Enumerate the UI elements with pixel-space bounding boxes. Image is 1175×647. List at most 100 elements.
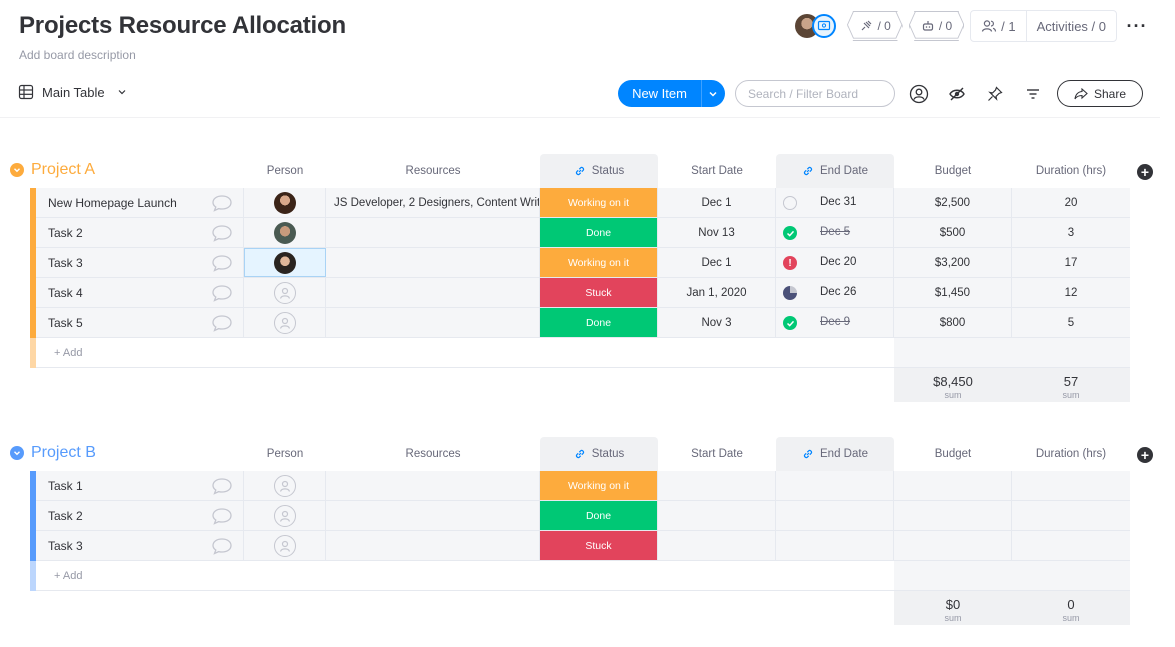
column-header-status[interactable]: Status — [540, 437, 658, 471]
end-date-cell[interactable] — [776, 501, 894, 530]
start-date-cell[interactable]: Dec 1 — [658, 248, 776, 277]
column-header-resources[interactable]: Resources — [405, 165, 461, 177]
duration-cell[interactable] — [1012, 531, 1130, 560]
table-row[interactable]: Task 4 Stuck Jan 1, 2020 Dec 26 $1,450 12 — [30, 278, 1130, 308]
empty-person-icon[interactable] — [273, 534, 296, 557]
avatar[interactable] — [273, 191, 296, 214]
end-date-cell[interactable]: Dec 31 — [776, 188, 894, 217]
start-date-cell[interactable] — [658, 471, 776, 500]
resources-cell[interactable] — [326, 218, 540, 247]
person-cell[interactable] — [244, 471, 326, 500]
start-date-cell[interactable] — [658, 501, 776, 530]
resources-cell[interactable] — [326, 501, 540, 530]
chevron-down-icon[interactable] — [10, 446, 24, 460]
table-row[interactable]: Task 2 Done — [30, 501, 1130, 531]
resources-cell[interactable] — [326, 471, 540, 500]
column-header-budget[interactable]: Budget — [934, 448, 972, 460]
end-date-cell[interactable] — [776, 531, 894, 560]
end-date-cell[interactable]: Dec 26 — [776, 278, 894, 307]
chat-bubble-icon[interactable] — [200, 218, 244, 247]
resources-cell[interactable] — [326, 248, 540, 277]
activities-button[interactable]: Activities / 0 — [1025, 11, 1116, 41]
end-date-cell[interactable]: Dec 9 — [776, 308, 894, 337]
chat-bubble-icon[interactable] — [200, 188, 244, 217]
column-header-status[interactable]: Status — [540, 154, 658, 188]
empty-person-icon[interactable] — [273, 474, 296, 497]
duration-cell[interactable]: 5 — [1067, 316, 1075, 329]
start-date-cell[interactable]: Jan 1, 2020 — [658, 278, 776, 307]
table-row[interactable]: New Homepage Launch JS Developer, 2 Desig… — [30, 188, 1130, 218]
members-button[interactable]: / 1 — [971, 11, 1025, 41]
empty-person-icon[interactable] — [273, 281, 296, 304]
add-item-row[interactable]: + Add — [30, 338, 1130, 368]
start-date-cell[interactable]: Nov 13 — [658, 218, 776, 247]
duration-cell[interactable]: 17 — [1064, 256, 1078, 269]
person-cell[interactable] — [244, 531, 326, 560]
table-row[interactable]: Task 2 Done Nov 13 Dec 5 $500 3 — [30, 218, 1130, 248]
column-header-person[interactable]: Person — [266, 448, 304, 460]
empty-person-icon[interactable] — [273, 311, 296, 334]
add-item-row[interactable]: + Add — [30, 561, 1130, 591]
board-title[interactable]: Projects Resource Allocation — [19, 12, 346, 39]
pin-icon[interactable] — [981, 80, 1009, 107]
duration-cell[interactable]: 12 — [1064, 286, 1078, 299]
empty-person-icon[interactable] — [273, 504, 296, 527]
view-selector[interactable]: Main Table — [18, 84, 127, 100]
table-row[interactable]: Task 1 Working on it — [30, 471, 1130, 501]
new-item-button[interactable]: New Item — [618, 80, 725, 107]
item-name[interactable]: Task 4 — [48, 285, 83, 300]
item-name[interactable]: New Homepage Launch — [48, 195, 177, 210]
budget-cell[interactable] — [894, 531, 1012, 560]
group-title[interactable]: Project B — [10, 444, 96, 462]
table-row[interactable]: Task 3 Stuck — [30, 531, 1130, 561]
board-members-avatars[interactable] — [795, 12, 841, 40]
item-name[interactable]: Task 5 — [48, 315, 83, 330]
end-date-cell[interactable]: Dec 5 — [776, 218, 894, 247]
status-badge[interactable]: Stuck — [540, 278, 658, 307]
share-button[interactable]: Share — [1056, 80, 1143, 107]
person-cell[interactable] — [244, 218, 326, 247]
add-column-icon[interactable]: + — [1137, 164, 1153, 180]
chat-bubble-icon[interactable] — [200, 278, 244, 307]
chat-bubble-icon[interactable] — [200, 531, 244, 560]
status-badge[interactable]: Working on it — [540, 471, 658, 500]
group-title[interactable]: Project A — [10, 161, 95, 179]
resources-cell[interactable]: JS Developer, 2 Designers, Content Writ… — [326, 188, 540, 217]
item-name[interactable]: Task 3 — [48, 255, 83, 270]
end-date-cell[interactable] — [776, 471, 894, 500]
column-header-budget[interactable]: Budget — [934, 165, 972, 177]
hide-columns-icon[interactable] — [943, 80, 971, 107]
column-header-start-date[interactable]: Start Date — [691, 165, 743, 177]
status-badge[interactable]: Done — [540, 308, 658, 337]
status-badge[interactable]: Done — [540, 218, 658, 247]
item-name[interactable]: Task 2 — [48, 508, 83, 523]
person-cell[interactable] — [244, 188, 326, 217]
duration-cell[interactable]: 3 — [1067, 226, 1075, 239]
chat-bubble-icon[interactable] — [200, 501, 244, 530]
item-name[interactable]: Task 1 — [48, 478, 83, 493]
column-header-resources[interactable]: Resources — [405, 448, 461, 460]
check-circle-icon[interactable] — [783, 226, 797, 240]
budget-cell[interactable]: $3,200 — [894, 248, 1012, 277]
person-cell[interactable] — [244, 308, 326, 337]
chevron-down-icon[interactable] — [700, 80, 725, 107]
search-input[interactable] — [734, 80, 895, 107]
progress-circle-icon[interactable] — [783, 286, 797, 300]
person-cell[interactable] — [244, 248, 326, 277]
duration-cell[interactable] — [1012, 501, 1130, 530]
item-name[interactable]: Task 3 — [48, 538, 83, 553]
duration-cell[interactable]: 20 — [1064, 196, 1078, 209]
resources-cell[interactable] — [326, 308, 540, 337]
board-description[interactable]: Add board description — [19, 48, 136, 62]
chat-bubble-icon[interactable] — [200, 248, 244, 277]
person-cell[interactable] — [244, 278, 326, 307]
table-row[interactable]: Task 5 Done Nov 3 Dec 9 $800 5 — [30, 308, 1130, 338]
avatar[interactable] — [273, 221, 296, 244]
filter-icon[interactable] — [1019, 80, 1047, 107]
alert-circle-icon[interactable]: ! — [783, 256, 797, 270]
item-name[interactable]: Task 2 — [48, 225, 83, 240]
column-header-end-date[interactable]: End Date — [776, 437, 894, 471]
budget-cell[interactable] — [894, 501, 1012, 530]
column-header-person[interactable]: Person — [266, 165, 304, 177]
person-filter-icon[interactable] — [905, 80, 933, 107]
